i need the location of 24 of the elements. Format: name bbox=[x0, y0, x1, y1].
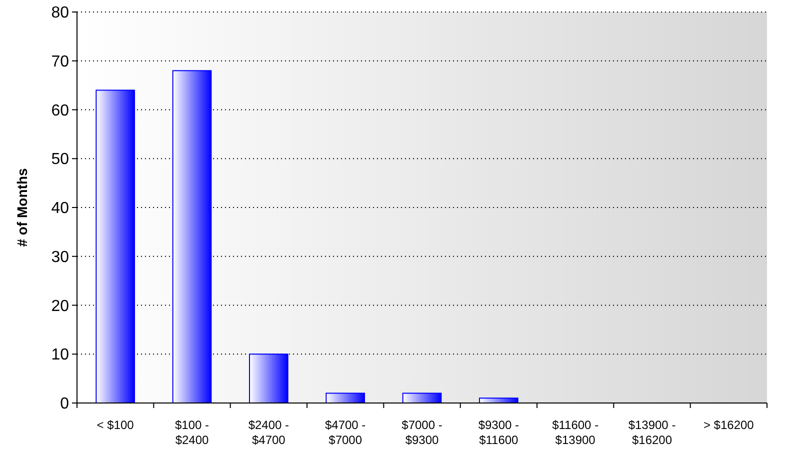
x-tick-label: $4700 - $7000 bbox=[324, 418, 366, 447]
x-tick-label: $7000 - $9300 bbox=[402, 418, 442, 447]
y-tick-label: 50 bbox=[51, 151, 70, 168]
y-tick-label: 70 bbox=[51, 53, 70, 70]
y-tick-label: 0 bbox=[60, 396, 70, 413]
y-tick-label: 80 bbox=[51, 4, 70, 22]
bar bbox=[96, 90, 135, 404]
bar bbox=[172, 70, 212, 404]
x-tick-label: < $100 bbox=[96, 418, 134, 432]
y-tick-label: 20 bbox=[51, 298, 70, 315]
x-tick-label: $13900 - $16200 bbox=[628, 418, 676, 447]
x-tick-label: $2400 - $4700 bbox=[248, 418, 290, 447]
x-tick-label: $9300 - $11600 bbox=[478, 418, 520, 447]
y-tick-label: 40 bbox=[51, 200, 70, 218]
x-tick-label: > $16200 bbox=[703, 418, 754, 432]
y-tick-label: 60 bbox=[51, 102, 70, 120]
y-tick-label: 30 bbox=[51, 248, 70, 266]
bar bbox=[249, 354, 288, 404]
x-tick-label: $100 - $2400 bbox=[174, 418, 210, 447]
bar bbox=[402, 392, 442, 404]
y-tick-label: 10 bbox=[51, 346, 70, 364]
bar bbox=[326, 392, 365, 404]
y-axis-title: # of Months bbox=[14, 168, 30, 247]
x-tick-label: $11600 - $13900 bbox=[552, 418, 599, 447]
